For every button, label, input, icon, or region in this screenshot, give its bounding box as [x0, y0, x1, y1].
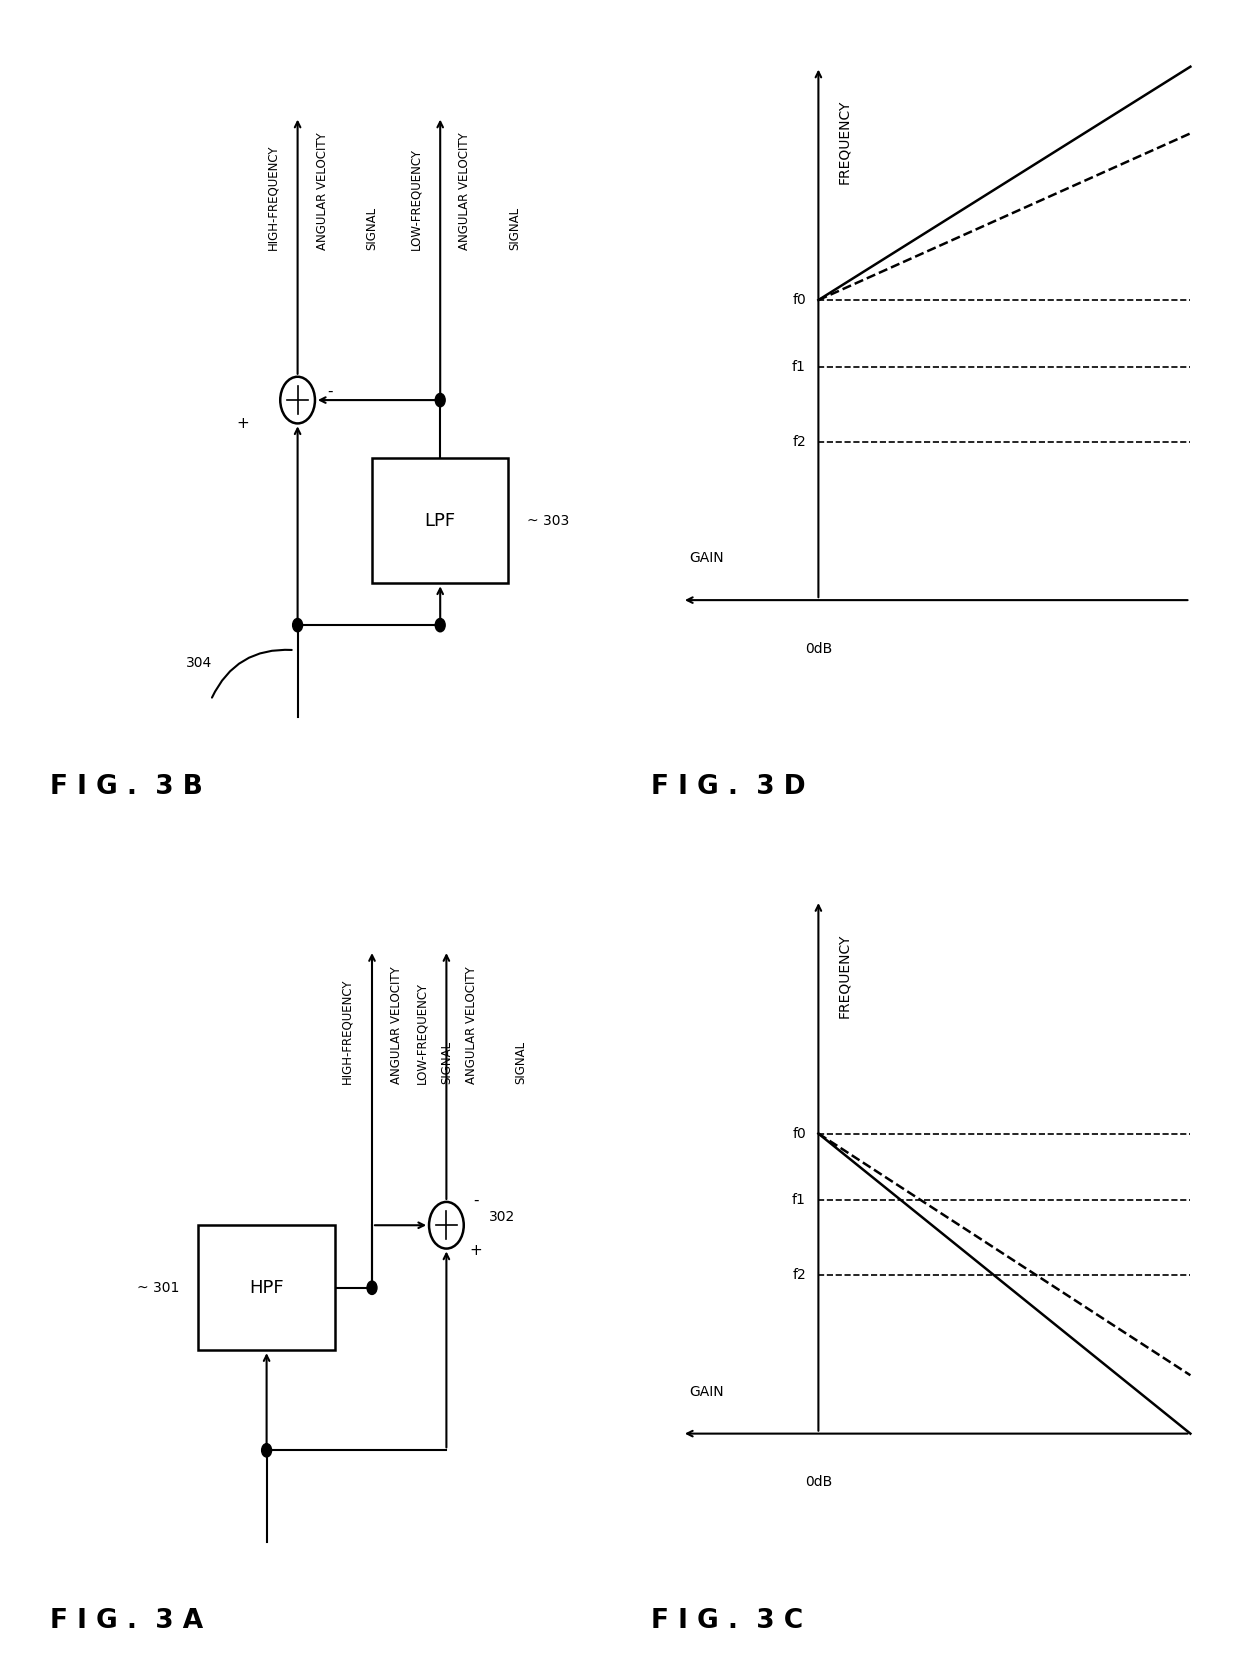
Text: -: -	[327, 385, 334, 398]
Text: ~ 301: ~ 301	[138, 1280, 180, 1295]
Text: 0dB: 0dB	[805, 642, 832, 655]
Text: -: -	[474, 1194, 479, 1207]
FancyBboxPatch shape	[198, 1225, 335, 1350]
Circle shape	[435, 393, 445, 407]
Text: ANGULAR VELOCITY: ANGULAR VELOCITY	[459, 132, 471, 250]
Circle shape	[262, 1444, 272, 1457]
Text: f2: f2	[792, 1269, 806, 1282]
Text: ~ 303: ~ 303	[527, 513, 569, 528]
Circle shape	[435, 618, 445, 632]
Text: SIGNAL: SIGNAL	[508, 207, 521, 250]
Text: F I G .  3 B: F I G . 3 B	[50, 773, 202, 800]
Text: SIGNAL: SIGNAL	[366, 207, 378, 250]
Text: ANGULAR VELOCITY: ANGULAR VELOCITY	[316, 132, 329, 250]
Text: ANGULAR VELOCITY: ANGULAR VELOCITY	[465, 965, 477, 1084]
Text: GAIN: GAIN	[689, 552, 724, 565]
Text: f2: f2	[792, 435, 806, 448]
Text: f1: f1	[792, 1194, 806, 1207]
Text: f0: f0	[792, 1127, 806, 1140]
Text: HIGH-FREQUENCY: HIGH-FREQUENCY	[267, 145, 279, 250]
Text: FREQUENCY: FREQUENCY	[837, 934, 851, 1019]
Text: SIGNAL: SIGNAL	[515, 1040, 527, 1084]
Text: GAIN: GAIN	[689, 1385, 724, 1399]
Text: LPF: LPF	[424, 512, 456, 530]
Text: HPF: HPF	[249, 1279, 284, 1297]
Text: 302: 302	[489, 1210, 515, 1224]
FancyBboxPatch shape	[372, 458, 508, 583]
Text: F I G .  3 A: F I G . 3 A	[50, 1607, 202, 1634]
Text: LOW-FREQUENCY: LOW-FREQUENCY	[415, 982, 428, 1084]
Text: FREQUENCY: FREQUENCY	[837, 100, 851, 185]
Text: +: +	[237, 417, 249, 430]
Text: ANGULAR VELOCITY: ANGULAR VELOCITY	[391, 965, 403, 1084]
Circle shape	[293, 618, 303, 632]
Text: f1: f1	[792, 360, 806, 373]
Circle shape	[367, 1280, 377, 1294]
Text: HIGH-FREQUENCY: HIGH-FREQUENCY	[341, 979, 353, 1084]
Text: f0: f0	[792, 293, 806, 307]
Text: +: +	[470, 1244, 482, 1257]
FancyArrowPatch shape	[212, 650, 291, 697]
Text: F I G .  3 D: F I G . 3 D	[651, 773, 806, 800]
Text: 304: 304	[186, 655, 212, 670]
Text: F I G .  3 C: F I G . 3 C	[651, 1607, 804, 1634]
Text: LOW-FREQUENCY: LOW-FREQUENCY	[409, 148, 422, 250]
Text: 0dB: 0dB	[805, 1475, 832, 1489]
Text: SIGNAL: SIGNAL	[440, 1040, 453, 1084]
